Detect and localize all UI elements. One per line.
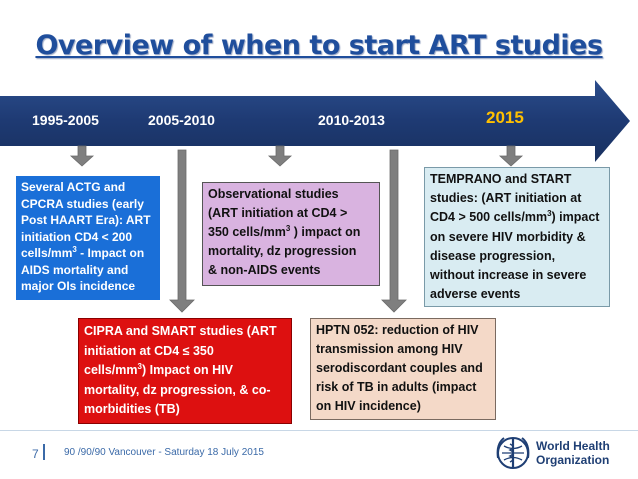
- box-line: initiation at CD4 ≤ 350: [84, 343, 214, 358]
- box-line: mortality, dz progression: [208, 244, 357, 258]
- box-line: Observational studies: [208, 187, 339, 201]
- box-line: TEMPRANO and START: [430, 172, 572, 186]
- connector-arrows: [69, 145, 524, 313]
- page-number-separator: [43, 444, 45, 460]
- box-line: CD4 > 500 cells/mm3) impact: [430, 209, 600, 225]
- box-line: cells/mm3) Impact on HIV: [84, 361, 233, 377]
- actg-studies-box: Several ACTG and CPCRA studies (early Po…: [16, 176, 160, 300]
- hptn-052-box: HPTN 052: reduction of HIV transmission …: [310, 318, 496, 420]
- box-line: adverse events: [430, 287, 521, 302]
- box-line: without increase in severe: [430, 268, 587, 283]
- arrow-down-icon: [267, 145, 293, 167]
- period-2010-2013: 2010-2013: [318, 112, 385, 128]
- box-line: on severe HIV morbidity &: [430, 229, 586, 244]
- box-line: CIPRA and SMART studies (ART: [84, 324, 277, 338]
- box-line: on HIV incidence): [316, 399, 421, 413]
- box-line: 350 cells/mm3 ) impact on: [208, 223, 361, 239]
- arrow-down-icon: [169, 149, 195, 313]
- box-line: Post HAART Era): ART: [21, 213, 151, 227]
- period-1995-2005: 1995-2005: [32, 112, 99, 128]
- box-line: major OIs incidence: [21, 279, 136, 293]
- observational-studies-box: Observational studies (ART initiation at…: [202, 182, 380, 286]
- box-line: & non-AIDS events: [208, 263, 321, 277]
- box-line: HPTN 052: reduction of HIV: [316, 323, 479, 337]
- cipra-smart-box: CIPRA and SMART studies (ART initiation …: [78, 318, 292, 424]
- period-2005-2010: 2005-2010: [148, 112, 215, 128]
- footer-divider: [0, 430, 638, 431]
- who-logo-text: World Health Organization: [536, 439, 610, 467]
- box-line: CPCRA studies (early: [21, 196, 144, 211]
- period-2015: 2015: [486, 108, 524, 127]
- box-line: risk of TB in adults (impact: [316, 380, 477, 394]
- arrow-down-icon: [498, 145, 524, 167]
- timeline-arrow: [0, 80, 630, 162]
- box-line: transmission among HIV: [316, 342, 463, 356]
- arrow-down-icon: [69, 145, 95, 167]
- box-line: morbidities (TB): [84, 402, 180, 416]
- box-line: initiation CD4 < 200: [21, 229, 133, 244]
- box-line: Several ACTG and: [21, 180, 126, 194]
- who-emblem-icon: [496, 437, 530, 469]
- temprano-start-box: TEMPRANO and START studies: (ART initiat…: [424, 167, 610, 307]
- box-line: (ART initiation at CD4 >: [208, 206, 348, 220]
- box-line: cells/mm3 - Impact on: [21, 245, 145, 261]
- box-line: serodiscordant couples and: [316, 361, 483, 375]
- arrow-down-icon: [381, 149, 407, 313]
- page-number: 7: [32, 447, 39, 461]
- box-line: AIDS mortality and: [21, 262, 129, 277]
- box-line: mortality, dz progression, & co-: [84, 382, 271, 397]
- footer-text: 90 /90/90 Vancouver - Saturday 18 July 2…: [64, 447, 264, 458]
- who-line1: World Health: [536, 439, 610, 453]
- who-line2: Organization: [536, 453, 610, 467]
- box-line: disease progression,: [430, 248, 556, 263]
- box-line: studies: (ART initiation at: [430, 191, 582, 206]
- slide-title: Overview of when to start ART studies: [35, 30, 603, 61]
